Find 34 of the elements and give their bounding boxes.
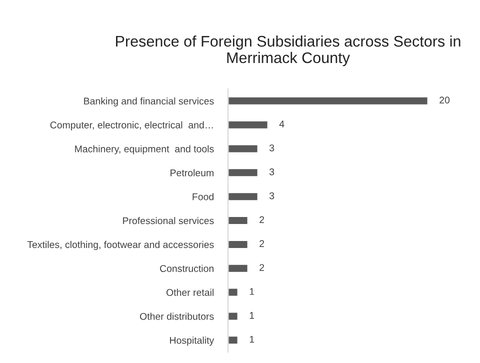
y-tick-label: Machinery, equipment and tools — [75, 145, 214, 154]
data-label: 4 — [279, 120, 284, 128]
data-label: 2 — [260, 264, 264, 271]
y-tick-label: Professional services — [123, 217, 214, 224]
y-tick-label: Petroleum — [170, 169, 214, 176]
bar — [228, 311, 239, 322]
bar — [228, 192, 259, 202]
data-label: 20 — [440, 96, 450, 104]
data-label: 3 — [269, 144, 274, 152]
y-tick-label: Food — [192, 193, 214, 200]
y-tick-label: Hospitality — [170, 336, 214, 346]
bar — [228, 287, 239, 298]
bar — [228, 96, 429, 106]
data-label: 1 — [250, 312, 254, 319]
data-label: 2 — [260, 216, 264, 224]
bar — [228, 168, 259, 178]
y-tick-label: Textiles, clothing, footwear and accessories — [27, 240, 214, 250]
data-label: 1 — [250, 288, 254, 295]
bar — [228, 216, 249, 226]
y-tick-label: Banking and financial services — [84, 97, 214, 106]
data-label: 1 — [250, 336, 254, 343]
bar — [228, 240, 249, 250]
data-label: 3 — [269, 192, 274, 200]
chart-title: Presence of Foreign Subsidiaries across Sectors in Merrimack County — [116, 35, 460, 66]
bar — [228, 335, 239, 346]
y-tick-label: Construction — [160, 264, 214, 272]
y-tick-label: Other distributors — [140, 312, 214, 320]
data-label: 3 — [269, 168, 274, 176]
y-tick-label: Other retail — [166, 288, 214, 296]
data-label: 2 — [260, 240, 264, 247]
y-tick-label: Computer, electronic, electrical and… — [50, 121, 213, 130]
bar — [228, 120, 269, 130]
bar — [228, 144, 259, 154]
bar — [228, 263, 249, 274]
